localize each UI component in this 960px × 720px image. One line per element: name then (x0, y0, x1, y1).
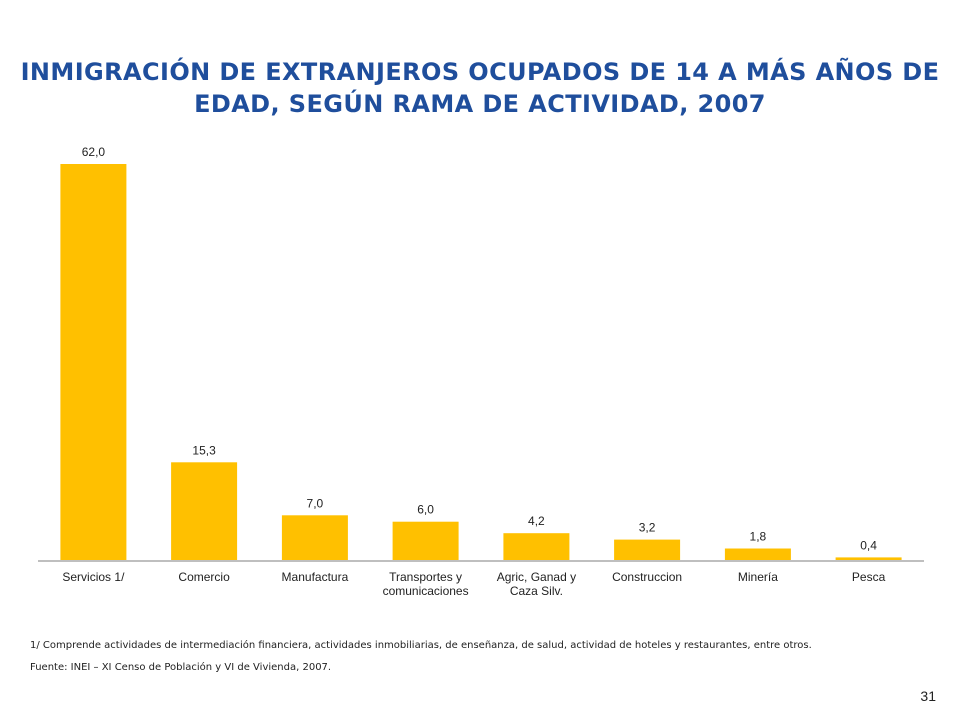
x-tick-label: Servicios 1/ (62, 570, 125, 584)
x-tick-label: Caza Silv. (510, 584, 563, 598)
data-label: 6,0 (417, 503, 434, 517)
data-label: 15,3 (192, 443, 216, 457)
page-number: 31 (920, 688, 936, 704)
bar (60, 164, 127, 560)
x-tick-label: Minería (738, 570, 778, 584)
data-label: 1,8 (750, 530, 767, 544)
bar (835, 557, 902, 560)
x-tick-label: Transportes y (389, 570, 462, 584)
x-tick-label: Pesca (852, 570, 886, 584)
footnote-source: Fuente: INEI – XI Censo de Población y V… (30, 662, 332, 673)
value-labels: 62,0 15,3 7,0 6,0 4,2 3,2 1,8 0,4 (82, 145, 878, 552)
bar (171, 462, 238, 560)
slide-title-line-2: EDAD, SEGÚN RAMA DE ACTIVIDAD, 2007 (194, 90, 766, 118)
x-tick-label: comunicaciones (383, 584, 469, 598)
category-labels: Servicios 1/Comercio Manufactura Transport… (62, 570, 885, 598)
x-tick-label: Construccion (612, 570, 682, 584)
bar (281, 515, 348, 560)
x-tick-label: Agric, Ganad y (497, 570, 576, 584)
bar-chart: 62,0 15,3 7,0 6,0 4,2 3,2 1,8 0,4 Servicios 1/C… (38, 145, 924, 598)
bar (614, 539, 681, 560)
bar-series (60, 164, 902, 560)
bar (392, 521, 459, 560)
slide-title-line-1: INMIGRACIÓN DE EXTRANJEROS OCUPADOS DE 1… (20, 58, 940, 86)
data-label: 4,2 (528, 514, 545, 528)
x-tick-label: Comercio (178, 570, 230, 584)
x-tick-label: Manufactura (282, 570, 349, 584)
footnote-note: 1/ Comprende actividades de intermediaci… (30, 640, 812, 651)
bar (724, 548, 791, 560)
bar (503, 533, 570, 560)
data-label: 3,2 (639, 521, 656, 535)
data-label: 0,4 (860, 538, 877, 552)
data-label: 7,0 (307, 496, 324, 510)
slide-title: INMIGRACIÓN DE EXTRANJEROS OCUPADOS DE 1… (20, 56, 940, 120)
data-label: 62,0 (82, 145, 106, 159)
